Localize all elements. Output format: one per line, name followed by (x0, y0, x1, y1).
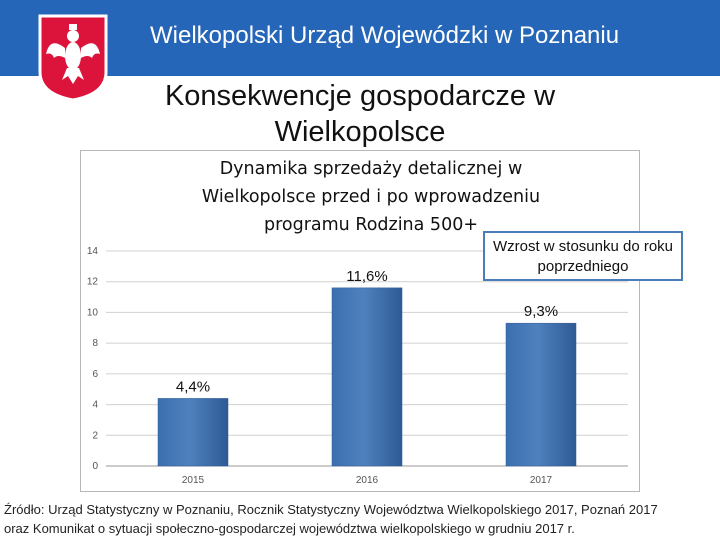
header-bar: Wielkopolski Urząd Wojewódzki w Poznaniu (0, 0, 720, 76)
page-title-line2: Wielkopolsce (274, 116, 446, 148)
chart-title-line2: Wielkopolsce przed i po wprowadzeniu (201, 187, 541, 207)
x-tick-label-2015: 2015 (182, 475, 205, 486)
x-tick-label-2017: 2017 (530, 475, 553, 486)
chart-frame: Dynamika sprzedaży detalicznej w Wielkop… (80, 150, 683, 492)
data-label-2017: 9,3% (524, 303, 558, 320)
y-tick-label-4: 8 (92, 338, 98, 349)
source-line1: Źródło: Urząd Statystyczny w Poznaniu, R… (4, 502, 658, 517)
y-tick-label-1: 2 (92, 430, 98, 441)
data-label-2015: 4,4% (176, 378, 210, 395)
y-tick-label-0: 0 (92, 461, 98, 472)
y-tick-label-3: 6 (92, 369, 98, 380)
bar-2015 (157, 398, 229, 467)
bar-2017 (505, 322, 577, 467)
page-title: Konsekwencje gospodarcze w Wielkopolsce (100, 78, 620, 150)
chart-title-line3: programu Rodzina 500+ (263, 215, 479, 235)
callout-annotation: Wzrost w stosunku do roku poprzedniego (483, 231, 683, 281)
header-title: Wielkopolski Urząd Wojewódzki w Poznaniu (150, 22, 620, 49)
eagle-emblem-icon (38, 14, 108, 102)
bar-chart-plot: 0 2 4 6 8 10 12 14 2015 4,4% 2016 11,6% 2017 9,3% (87, 246, 628, 486)
bar-2016 (331, 287, 403, 467)
x-tick-label-2016: 2016 (356, 475, 379, 486)
chart-title: Dynamika sprzedaży detalicznej w Wielkop… (181, 155, 561, 239)
y-tick-label-7: 14 (87, 246, 99, 257)
chart-title-line1: Dynamika sprzedaży detalicznej w (219, 159, 523, 179)
data-label-2016: 11,6% (346, 268, 387, 285)
y-tick-label-5: 10 (87, 307, 99, 318)
y-tick-label-6: 12 (87, 277, 99, 288)
source-note: Źródło: Urząd Statystyczny w Poznaniu, R… (4, 500, 716, 538)
source-line2: oraz Komunikat o sytuacji społeczno-gosp… (4, 521, 575, 536)
page-title-line1: Konsekwencje gospodarcze w (164, 80, 556, 112)
y-tick-label-2: 4 (92, 400, 98, 411)
